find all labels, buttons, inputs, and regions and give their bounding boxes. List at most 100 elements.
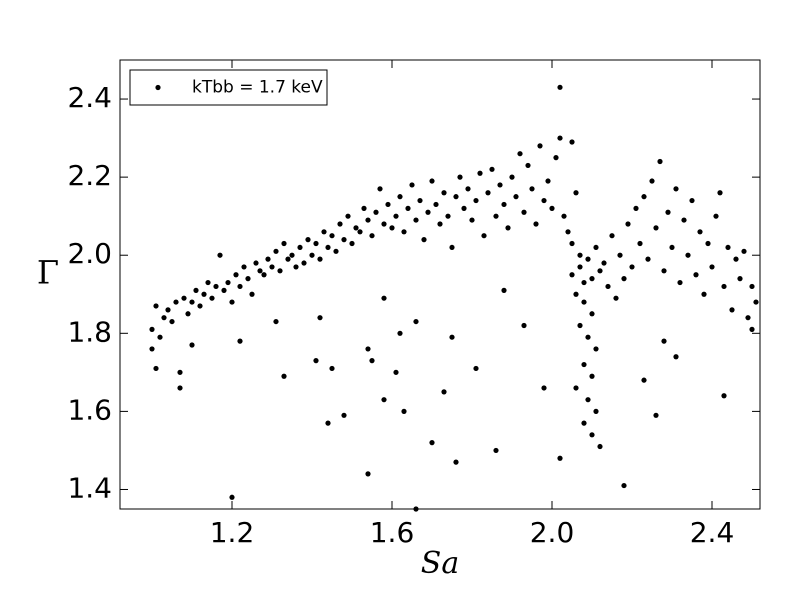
point <box>429 178 435 184</box>
point <box>569 272 575 278</box>
point <box>237 338 243 344</box>
point <box>441 389 447 395</box>
point <box>589 311 595 317</box>
point <box>677 279 683 286</box>
point <box>505 225 511 231</box>
point <box>673 354 679 360</box>
point <box>409 182 415 188</box>
point <box>397 194 403 200</box>
point <box>577 252 583 258</box>
point <box>581 299 587 305</box>
x-tick-label: 2.4 <box>690 516 735 549</box>
point <box>433 201 439 208</box>
point <box>573 190 579 196</box>
point <box>233 272 239 278</box>
point <box>153 303 159 309</box>
point <box>349 240 355 247</box>
point <box>165 307 171 313</box>
y-tick-label: 1.4 <box>67 471 112 504</box>
point <box>661 338 667 344</box>
point <box>325 420 331 426</box>
point <box>517 151 523 157</box>
point <box>573 291 579 297</box>
x-tick-label: 1.6 <box>370 516 415 549</box>
point <box>593 244 599 251</box>
point <box>641 194 647 200</box>
point <box>753 299 759 305</box>
point <box>381 221 387 227</box>
point <box>661 268 667 274</box>
point <box>653 225 659 231</box>
point <box>749 283 755 290</box>
point <box>613 295 619 301</box>
point <box>709 264 715 270</box>
y-tick-label: 1.6 <box>67 393 112 426</box>
point <box>301 260 307 266</box>
point <box>157 334 163 340</box>
point <box>449 334 455 340</box>
point <box>717 190 723 196</box>
point <box>585 334 591 340</box>
point <box>265 256 271 262</box>
point <box>741 248 747 254</box>
point <box>745 315 751 321</box>
point <box>589 276 595 282</box>
point <box>749 326 755 332</box>
point <box>605 283 611 290</box>
point <box>353 225 359 231</box>
point <box>341 237 347 243</box>
point <box>321 229 327 235</box>
point <box>153 365 159 372</box>
y-tick-label: 2.2 <box>67 159 112 192</box>
point <box>317 256 323 262</box>
point <box>177 385 183 391</box>
point <box>469 217 475 223</box>
point <box>589 432 595 438</box>
x-tick-label: 1.2 <box>210 516 255 549</box>
point <box>609 233 615 239</box>
point <box>193 287 199 293</box>
point <box>445 213 451 219</box>
point <box>173 299 179 305</box>
y-tick-label: 2.0 <box>67 237 112 270</box>
point <box>513 194 519 200</box>
point <box>189 342 195 348</box>
point <box>225 279 231 286</box>
point <box>581 361 587 368</box>
point <box>577 264 583 270</box>
point <box>217 252 223 258</box>
point <box>493 447 499 454</box>
point <box>161 315 167 321</box>
point <box>201 291 207 297</box>
point <box>381 397 387 403</box>
point <box>481 233 487 239</box>
point <box>529 186 535 192</box>
point <box>189 299 195 305</box>
point <box>149 346 155 352</box>
point <box>725 244 731 251</box>
point <box>681 217 687 223</box>
point <box>281 240 287 247</box>
point <box>501 201 507 208</box>
point <box>561 213 567 219</box>
point <box>501 287 507 293</box>
point <box>341 412 347 418</box>
point <box>597 268 603 274</box>
point <box>345 213 351 219</box>
point <box>533 221 539 227</box>
point <box>729 307 735 313</box>
point <box>293 264 299 270</box>
legend-label: kTbb = 1.7 keV <box>192 78 323 98</box>
point <box>373 209 379 215</box>
point <box>701 291 707 297</box>
point <box>557 135 563 141</box>
point <box>317 315 323 321</box>
point <box>229 494 235 500</box>
point <box>313 358 319 364</box>
y-axis-label: Γ <box>37 254 59 292</box>
point <box>237 283 243 290</box>
point <box>401 229 407 235</box>
point <box>241 264 247 270</box>
point <box>473 365 479 372</box>
point <box>209 295 215 301</box>
